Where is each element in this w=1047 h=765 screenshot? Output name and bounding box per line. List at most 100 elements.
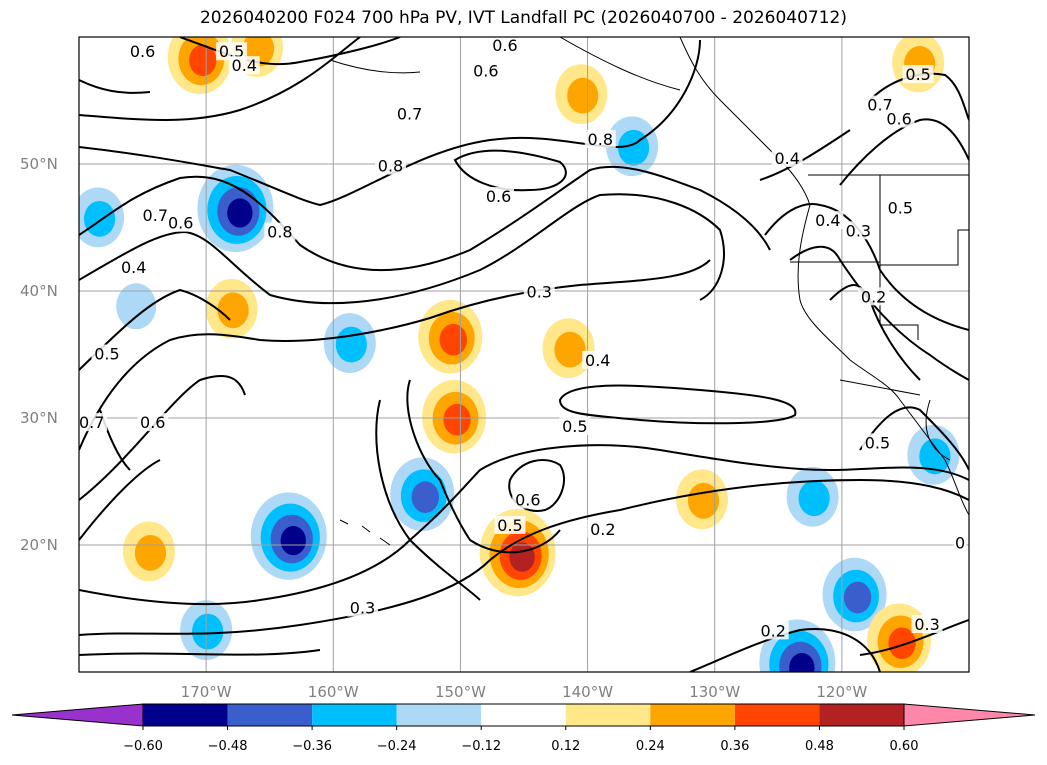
- contour-label-bg: [582, 350, 614, 369]
- contour-label-bg: [118, 258, 150, 277]
- colorbar-tick-label: −0.24: [377, 739, 417, 754]
- contour-label-bg: [79, 413, 108, 432]
- contour-label-bg: [483, 187, 515, 206]
- colorbar-tick-label: 0.24: [636, 739, 665, 754]
- contour-label: 0.6: [168, 214, 193, 233]
- anomaly-blob: [79, 187, 125, 248]
- latitude-labels: 20°N 30°N 40°N 50°N: [20, 155, 58, 554]
- contour-label: 0.5: [865, 433, 890, 452]
- contour-label-bg: [91, 344, 123, 363]
- contour-label: 0.4: [121, 258, 146, 277]
- anomaly-level: [335, 326, 367, 363]
- contour-label: 0: [955, 534, 965, 553]
- contour-label-bg: [375, 156, 406, 175]
- anomaly-level: [83, 200, 116, 237]
- anomaly-level: [843, 581, 872, 614]
- anomaly-blob: [197, 164, 274, 253]
- contour-label: 0.8: [267, 223, 292, 242]
- anomaly-blob: [822, 557, 887, 632]
- anomaly-level: [509, 542, 535, 572]
- colorbar-segment: [312, 704, 397, 726]
- colorbar-tick-label: −0.60: [123, 739, 163, 754]
- colorbar-tick-label: 0.12: [551, 739, 580, 754]
- colorbar-segment: [481, 704, 566, 726]
- contour-label: 0.5: [905, 65, 930, 84]
- colorbar-segment: [227, 704, 313, 726]
- anomaly-level: [134, 534, 167, 571]
- colorbar-outline: [142, 703, 905, 727]
- contour-label: 0.4: [774, 149, 799, 168]
- anomaly-level: [443, 403, 471, 436]
- anomaly-level: [116, 283, 157, 330]
- colorbar-tick-label: −0.36: [292, 739, 332, 754]
- colorbar-tick-label: −0.12: [461, 739, 501, 754]
- contour-label-bg: [812, 211, 844, 230]
- contour-label-bg: [584, 129, 616, 148]
- contour-label: 0.8: [378, 157, 403, 176]
- anomaly-blob: [542, 318, 595, 379]
- contour-label-bg: [771, 148, 803, 167]
- contour-label-bg: [884, 198, 916, 217]
- colorbar-segment: [396, 704, 482, 726]
- contour-label-bg: [264, 222, 296, 241]
- anomaly-level: [439, 323, 467, 356]
- longitude-tick-label: 160°W: [308, 683, 359, 701]
- contour-label-bg: [911, 615, 943, 634]
- anomaly-level: [888, 627, 916, 660]
- contour-label-bg: [861, 433, 893, 452]
- latitude-tick-label: 20°N: [20, 536, 58, 554]
- longitude-tick-label: 170°W: [181, 683, 232, 701]
- anomaly-level: [789, 653, 815, 672]
- anomaly-blob: [205, 278, 258, 339]
- anomaly-level: [192, 613, 224, 650]
- pv-anomaly-shading: [79, 37, 960, 672]
- anomaly-blob: [323, 313, 376, 373]
- contour-label: 0.6: [140, 413, 165, 432]
- contour-label-bg: [216, 42, 248, 61]
- anomaly-blob: [122, 521, 175, 582]
- anomaly-blob: [907, 424, 960, 485]
- contour-label: 0.6: [515, 491, 540, 510]
- colorbar-segment: [565, 704, 651, 726]
- colorbar-extend-low: [11, 703, 144, 727]
- contour-label-bg: [489, 37, 521, 54]
- colorbar-tick-label: 0.60: [890, 739, 919, 754]
- contour-label: 0.5: [497, 516, 522, 535]
- latitude-tick-label: 50°N: [20, 155, 58, 173]
- latitude-tick-label: 30°N: [20, 409, 58, 427]
- anomaly-blob: [116, 283, 157, 330]
- longitude-tick-label: 150°W: [435, 683, 486, 701]
- anomaly-blob: [759, 619, 836, 672]
- anomaly-blob: [555, 64, 608, 125]
- contour-label-bg: [139, 206, 171, 225]
- contour-label-bg: [512, 490, 544, 509]
- longitude-tick-label: 130°W: [689, 683, 740, 701]
- contour-labels: 0.6 0.50.40.60.60.70.80.60.80.40.70.60.50…: [79, 37, 967, 640]
- anomaly-level: [227, 198, 253, 228]
- contour-label-bg: [494, 515, 526, 534]
- contour-label-bg: [902, 65, 934, 84]
- colorbar-tick-label: −0.48: [208, 739, 248, 754]
- anomaly-level: [919, 438, 951, 475]
- latitude-tick-label: 40°N: [20, 282, 58, 300]
- chart-title: 2026040200 F024 700 hPa PV, IVT Landfall…: [199, 8, 847, 28]
- contour-label-bg: [137, 413, 169, 432]
- contour-label-bg: [127, 42, 159, 61]
- colorbar-segment: [734, 704, 820, 726]
- anomaly-blob: [786, 466, 839, 527]
- contour-label-bg: [864, 95, 896, 114]
- contour-label: 0.7: [79, 413, 104, 432]
- contour-label-bg: [757, 621, 789, 640]
- plot-frame: [78, 36, 970, 673]
- contour-label-bg: [470, 61, 502, 80]
- contour-label-bg: [842, 221, 874, 240]
- longitude-labels: 170°W 160°W 150°W 140°W 130°W 120°W: [181, 683, 868, 701]
- longitude-tick-label: 140°W: [562, 683, 613, 701]
- contour-label: 0.5: [562, 417, 587, 436]
- contour-label: 0.6: [473, 61, 498, 80]
- contour-label: 0.4: [585, 351, 610, 370]
- contour-label: 0.2: [590, 520, 615, 539]
- contour-label: 0.7: [143, 206, 168, 225]
- contour-label-bg: [858, 287, 890, 306]
